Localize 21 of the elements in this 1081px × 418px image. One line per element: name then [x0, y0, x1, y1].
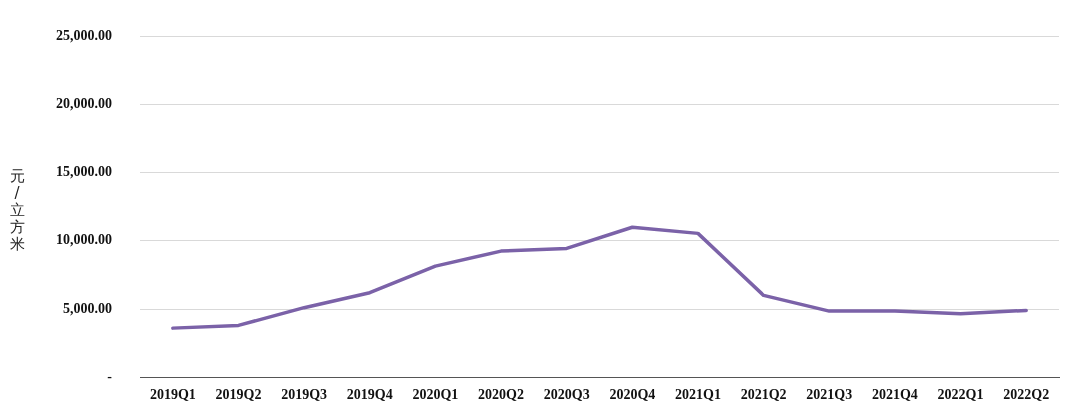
x-tick-label: 2020Q3 [543, 387, 590, 403]
y-tick-label: 20,000.00 [56, 96, 112, 112]
x-tick-label: 2021Q4 [871, 387, 918, 403]
y-tick-label: 25,000.00 [56, 28, 112, 44]
y-axis-title: 元/立方米 [8, 167, 26, 253]
x-tick-label: 2022Q1 [937, 387, 984, 403]
y-tick-label: 5,000.00 [63, 300, 112, 316]
x-tick-label: 2021Q3 [806, 387, 853, 403]
x-tick-label: 2021Q1 [675, 387, 721, 403]
x-tick-label: 2020Q1 [412, 387, 459, 403]
x-tick-label: 2022Q2 [1003, 387, 1050, 403]
x-tick-label: 2020Q2 [478, 387, 524, 403]
y-tick-label: 10,000.00 [56, 232, 112, 248]
x-tick-label: 2021Q2 [740, 387, 787, 403]
x-tick-label: 2019Q2 [215, 387, 262, 403]
x-tick-label: 2019Q4 [346, 387, 393, 403]
x-tick-label: 2020Q4 [609, 387, 656, 403]
y-tick-label: 15,000.00 [56, 164, 112, 180]
y-tick-label: - [107, 368, 113, 384]
x-tick-label: 2019Q1 [149, 387, 196, 403]
x-tick-label: 2019Q3 [281, 387, 328, 403]
